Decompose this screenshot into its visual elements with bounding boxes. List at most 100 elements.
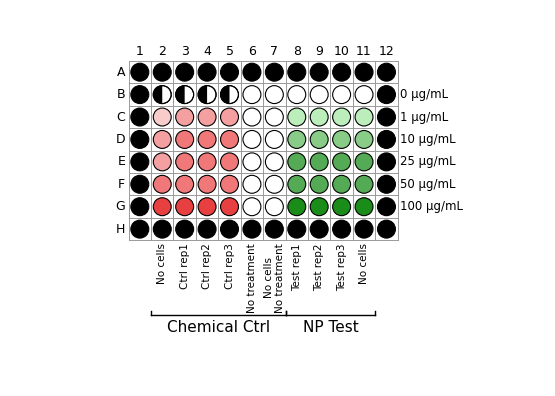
Circle shape	[243, 198, 261, 216]
Text: 6: 6	[248, 45, 256, 57]
Text: 8: 8	[293, 45, 301, 57]
Circle shape	[153, 175, 171, 193]
Text: 12: 12	[379, 45, 394, 57]
Circle shape	[220, 108, 239, 126]
Circle shape	[332, 130, 351, 148]
Circle shape	[355, 220, 373, 238]
Circle shape	[153, 198, 171, 216]
Circle shape	[310, 63, 328, 81]
Text: C: C	[117, 110, 125, 124]
Circle shape	[131, 220, 149, 238]
Wedge shape	[153, 86, 162, 104]
Circle shape	[310, 175, 328, 193]
Circle shape	[332, 198, 351, 216]
Circle shape	[176, 220, 194, 238]
Circle shape	[377, 175, 395, 193]
Text: 9: 9	[315, 45, 323, 57]
Text: H: H	[116, 223, 125, 236]
Circle shape	[265, 153, 283, 171]
Circle shape	[176, 130, 194, 148]
Circle shape	[332, 220, 351, 238]
Text: 3: 3	[181, 45, 189, 57]
Circle shape	[220, 175, 239, 193]
Circle shape	[355, 175, 373, 193]
Circle shape	[243, 153, 261, 171]
Circle shape	[355, 86, 373, 104]
Text: 100 μg/mL: 100 μg/mL	[400, 200, 463, 213]
Circle shape	[176, 198, 194, 216]
Text: Test rep3: Test rep3	[337, 243, 347, 291]
Circle shape	[332, 63, 351, 81]
Circle shape	[310, 108, 328, 126]
Circle shape	[243, 175, 261, 193]
Circle shape	[355, 108, 373, 126]
Circle shape	[377, 130, 395, 148]
Text: Ctrl rep1: Ctrl rep1	[180, 243, 190, 289]
Circle shape	[153, 220, 171, 238]
Circle shape	[220, 220, 239, 238]
Circle shape	[220, 198, 239, 216]
Circle shape	[198, 153, 216, 171]
Circle shape	[355, 63, 373, 81]
Circle shape	[377, 108, 395, 126]
Text: No treatment: No treatment	[247, 243, 257, 313]
Circle shape	[265, 175, 283, 193]
Text: Ctrl rep2: Ctrl rep2	[202, 243, 212, 289]
Text: 1: 1	[136, 45, 144, 57]
Circle shape	[198, 63, 216, 81]
Circle shape	[220, 63, 239, 81]
Text: 11: 11	[356, 45, 372, 57]
Text: Test rep2: Test rep2	[314, 243, 324, 291]
Circle shape	[332, 108, 351, 126]
Text: B: B	[117, 88, 125, 101]
Wedge shape	[220, 86, 230, 104]
Circle shape	[377, 86, 395, 104]
Text: 1 μg/mL: 1 μg/mL	[400, 110, 448, 124]
Circle shape	[131, 63, 149, 81]
Circle shape	[198, 130, 216, 148]
Circle shape	[332, 86, 351, 104]
Circle shape	[176, 153, 194, 171]
Circle shape	[265, 220, 283, 238]
Text: 10: 10	[334, 45, 350, 57]
Circle shape	[153, 153, 171, 171]
Circle shape	[288, 63, 306, 81]
Circle shape	[131, 86, 149, 104]
Circle shape	[265, 63, 283, 81]
Circle shape	[176, 63, 194, 81]
Circle shape	[310, 153, 328, 171]
Text: 5: 5	[225, 45, 234, 57]
Circle shape	[198, 86, 216, 104]
Text: 10 μg/mL: 10 μg/mL	[400, 133, 456, 146]
Circle shape	[355, 198, 373, 216]
Circle shape	[310, 86, 328, 104]
Text: Chemical Ctrl: Chemical Ctrl	[166, 320, 270, 335]
Circle shape	[153, 108, 171, 126]
Circle shape	[288, 175, 306, 193]
Text: 4: 4	[203, 45, 211, 57]
Circle shape	[198, 220, 216, 238]
Text: E: E	[117, 155, 125, 168]
Text: No cells
No treatment: No cells No treatment	[264, 243, 285, 313]
Text: D: D	[115, 133, 125, 146]
Circle shape	[176, 86, 194, 104]
Circle shape	[176, 175, 194, 193]
Text: NP Test: NP Test	[302, 320, 359, 335]
Circle shape	[377, 153, 395, 171]
Circle shape	[220, 153, 239, 171]
Text: A: A	[117, 66, 125, 79]
Text: Test rep1: Test rep1	[292, 243, 302, 291]
Circle shape	[310, 220, 328, 238]
Circle shape	[332, 153, 351, 171]
Circle shape	[243, 130, 261, 148]
Circle shape	[220, 130, 239, 148]
Circle shape	[377, 220, 395, 238]
Circle shape	[176, 108, 194, 126]
Circle shape	[243, 86, 261, 104]
Circle shape	[310, 130, 328, 148]
Circle shape	[288, 108, 306, 126]
Circle shape	[288, 153, 306, 171]
Circle shape	[355, 130, 373, 148]
Text: 25 μg/mL: 25 μg/mL	[400, 155, 456, 168]
Circle shape	[265, 108, 283, 126]
